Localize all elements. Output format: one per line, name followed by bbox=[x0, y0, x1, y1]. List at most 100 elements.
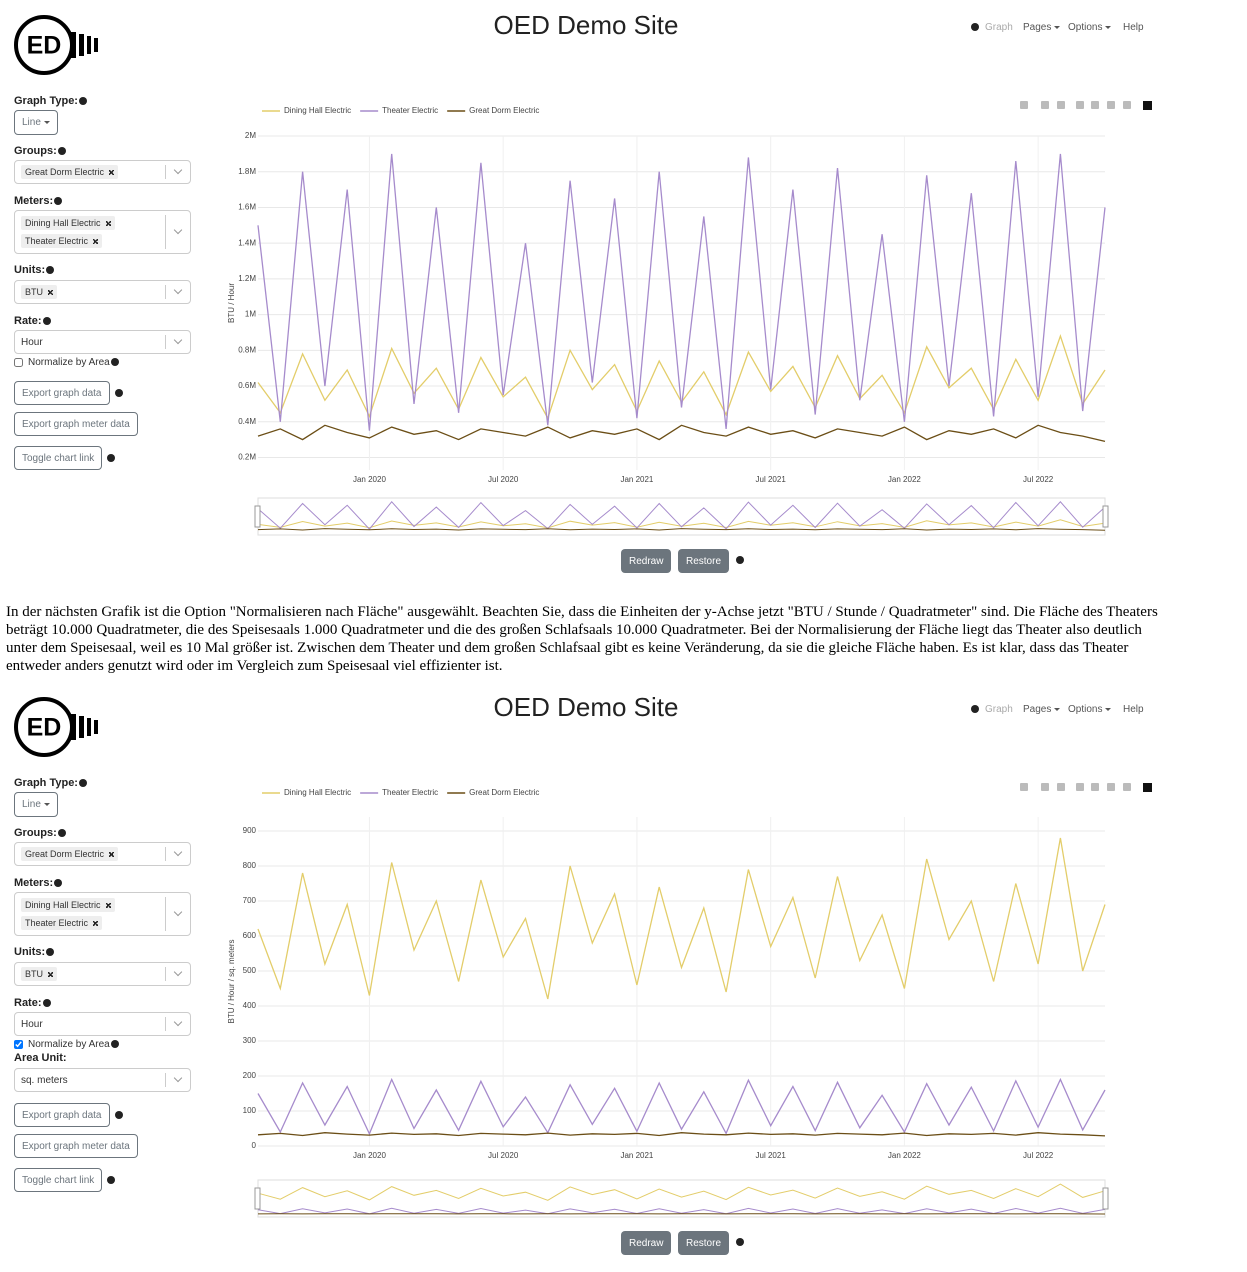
field-label: Units: bbox=[14, 264, 54, 276]
chip: Dining Hall Electric bbox=[21, 216, 115, 230]
help-icon bbox=[971, 23, 979, 31]
modebar-icon[interactable] bbox=[1143, 783, 1152, 792]
modebar-icon[interactable] bbox=[1041, 101, 1049, 109]
legend-label: Great Dorm Electric bbox=[469, 106, 539, 115]
button-row: Toggle chart link bbox=[14, 1168, 115, 1192]
y-tick-label: 1.2M bbox=[238, 274, 256, 283]
sidebar-button[interactable]: Export graph meter data bbox=[14, 412, 138, 436]
chart-button[interactable]: Restore bbox=[678, 549, 729, 573]
modebar-icon[interactable] bbox=[1057, 783, 1065, 791]
field-label: Meters: bbox=[14, 195, 62, 207]
description-paragraph: In der nächsten Grafik ist die Option "N… bbox=[6, 603, 1166, 675]
slider-handle[interactable] bbox=[255, 1188, 260, 1209]
field-label: Meters: bbox=[14, 877, 62, 889]
nav-link[interactable]: Graph bbox=[985, 22, 1013, 33]
y-tick-label: 1.4M bbox=[238, 238, 256, 247]
x-tick-label: Jan 2021 bbox=[620, 1151, 653, 1160]
select-value: sq. meters bbox=[21, 1075, 68, 1086]
normalize-row: Normalize by Area bbox=[14, 357, 119, 368]
select-box[interactable]: Dining Hall Electric Theater Electric bbox=[14, 892, 191, 936]
nav-link[interactable]: Options bbox=[1068, 704, 1111, 715]
legend-label: Dining Hall Electric bbox=[284, 106, 351, 115]
modebar-icon[interactable] bbox=[1091, 783, 1099, 791]
help-icon bbox=[106, 1171, 115, 1189]
field-label: Groups: bbox=[14, 145, 66, 157]
nav-link[interactable]: Pages bbox=[1023, 704, 1060, 715]
series-line bbox=[258, 425, 1105, 441]
modebar-icon[interactable] bbox=[1020, 783, 1028, 791]
normalize-checkbox[interactable] bbox=[14, 1040, 23, 1049]
dropdown-button[interactable]: Line bbox=[14, 110, 58, 135]
x-tick-label: Jan 2022 bbox=[888, 475, 921, 484]
slider-handle[interactable] bbox=[1103, 1188, 1108, 1209]
chip: Great Dorm Electric bbox=[21, 847, 118, 861]
modebar-icon[interactable] bbox=[1076, 101, 1084, 109]
sidebar-button[interactable]: Export graph meter data bbox=[14, 1134, 138, 1158]
select-value: Hour bbox=[21, 1019, 43, 1030]
sidebar-button[interactable]: Toggle chart link bbox=[14, 1168, 102, 1192]
x-tick-label: Jul 2020 bbox=[488, 475, 519, 484]
button-row: Export graph data bbox=[14, 381, 123, 405]
nav-link[interactable]: Graph bbox=[985, 704, 1013, 715]
x-tick-label: Jul 2022 bbox=[1023, 1151, 1054, 1160]
modebar-icon[interactable] bbox=[1143, 101, 1152, 110]
field-label: Graph Type: bbox=[14, 777, 87, 789]
field-label: Rate: bbox=[14, 315, 51, 327]
select-value: Hour bbox=[21, 337, 43, 348]
sidebar-button[interactable]: Toggle chart link bbox=[14, 446, 102, 470]
modebar-icon[interactable] bbox=[1123, 101, 1131, 109]
x-tick-label: Jul 2022 bbox=[1023, 475, 1054, 484]
modebar-icon[interactable] bbox=[1020, 101, 1028, 109]
y-tick-label: 400 bbox=[243, 1001, 257, 1010]
select-box[interactable]: Hour bbox=[14, 1012, 191, 1036]
chart-button[interactable]: Restore bbox=[678, 1231, 729, 1255]
x-tick-label: Jan 2020 bbox=[353, 1151, 386, 1160]
select-box[interactable]: BTU bbox=[14, 280, 191, 304]
select-box[interactable]: BTU bbox=[14, 962, 191, 986]
chip: Great Dorm Electric bbox=[21, 165, 118, 179]
dropdown-button[interactable]: Line bbox=[14, 792, 58, 817]
select-box[interactable]: sq. meters bbox=[14, 1068, 191, 1092]
x-tick-label: Jan 2022 bbox=[888, 1151, 921, 1160]
nav-link[interactable]: Help bbox=[1123, 704, 1144, 715]
chip: BTU bbox=[21, 967, 57, 981]
help-icon bbox=[114, 384, 123, 402]
modebar-icon[interactable] bbox=[1057, 101, 1065, 109]
y-tick-label: 1.8M bbox=[238, 167, 256, 176]
chart-button[interactable]: Redraw bbox=[621, 1231, 671, 1255]
select-box[interactable]: Hour bbox=[14, 330, 191, 354]
y-tick-label: 800 bbox=[243, 861, 257, 870]
sidebar-button[interactable]: Export graph data bbox=[14, 1103, 110, 1127]
select-box[interactable]: Great Dorm Electric bbox=[14, 160, 191, 184]
nav-link[interactable]: Help bbox=[1123, 22, 1144, 33]
help-icon bbox=[736, 1238, 744, 1246]
modebar-icon[interactable] bbox=[1076, 783, 1084, 791]
chip: Theater Electric bbox=[21, 916, 102, 930]
slider-handle[interactable] bbox=[255, 506, 260, 527]
slider-handle[interactable] bbox=[1103, 506, 1108, 527]
legend-label: Theater Electric bbox=[382, 788, 438, 797]
sidebar-button[interactable]: Export graph data bbox=[14, 381, 110, 405]
modebar-icon[interactable] bbox=[1107, 101, 1115, 109]
button-row: Export graph data bbox=[14, 1103, 123, 1127]
y-tick-label: 1.6M bbox=[238, 203, 256, 212]
chip: Dining Hall Electric bbox=[21, 898, 115, 912]
modebar-icon[interactable] bbox=[1041, 783, 1049, 791]
normalize-checkbox[interactable] bbox=[14, 358, 23, 367]
y-tick-label: 100 bbox=[243, 1106, 257, 1115]
y-tick-label: 200 bbox=[243, 1071, 257, 1080]
nav-link[interactable]: Options bbox=[1068, 22, 1111, 33]
select-box[interactable]: Great Dorm Electric bbox=[14, 842, 191, 866]
y-axis-label: BTU / Hour / sq. meters bbox=[227, 939, 236, 1023]
y-tick-label: 0.4M bbox=[238, 417, 256, 426]
y-tick-label: 600 bbox=[243, 931, 257, 940]
modebar-icon[interactable] bbox=[1091, 101, 1099, 109]
y-tick-label: 500 bbox=[243, 966, 257, 975]
modebar-icon[interactable] bbox=[1123, 783, 1131, 791]
nav-link[interactable]: Pages bbox=[1023, 22, 1060, 33]
modebar-icon[interactable] bbox=[1107, 783, 1115, 791]
y-tick-label: 0.8M bbox=[238, 345, 256, 354]
button-row: Toggle chart link bbox=[14, 446, 115, 470]
chart-button[interactable]: Redraw bbox=[621, 549, 671, 573]
